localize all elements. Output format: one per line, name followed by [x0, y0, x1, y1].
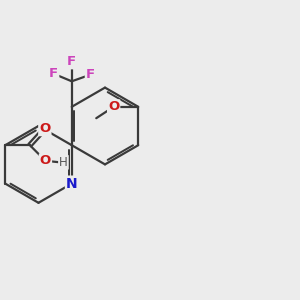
- Text: F: F: [49, 67, 58, 80]
- Text: N: N: [66, 177, 78, 190]
- Text: O: O: [39, 122, 50, 135]
- Text: F: F: [67, 55, 76, 68]
- Text: O: O: [40, 154, 51, 167]
- Text: O: O: [108, 100, 119, 113]
- Text: F: F: [86, 68, 95, 81]
- Text: H: H: [59, 156, 68, 169]
